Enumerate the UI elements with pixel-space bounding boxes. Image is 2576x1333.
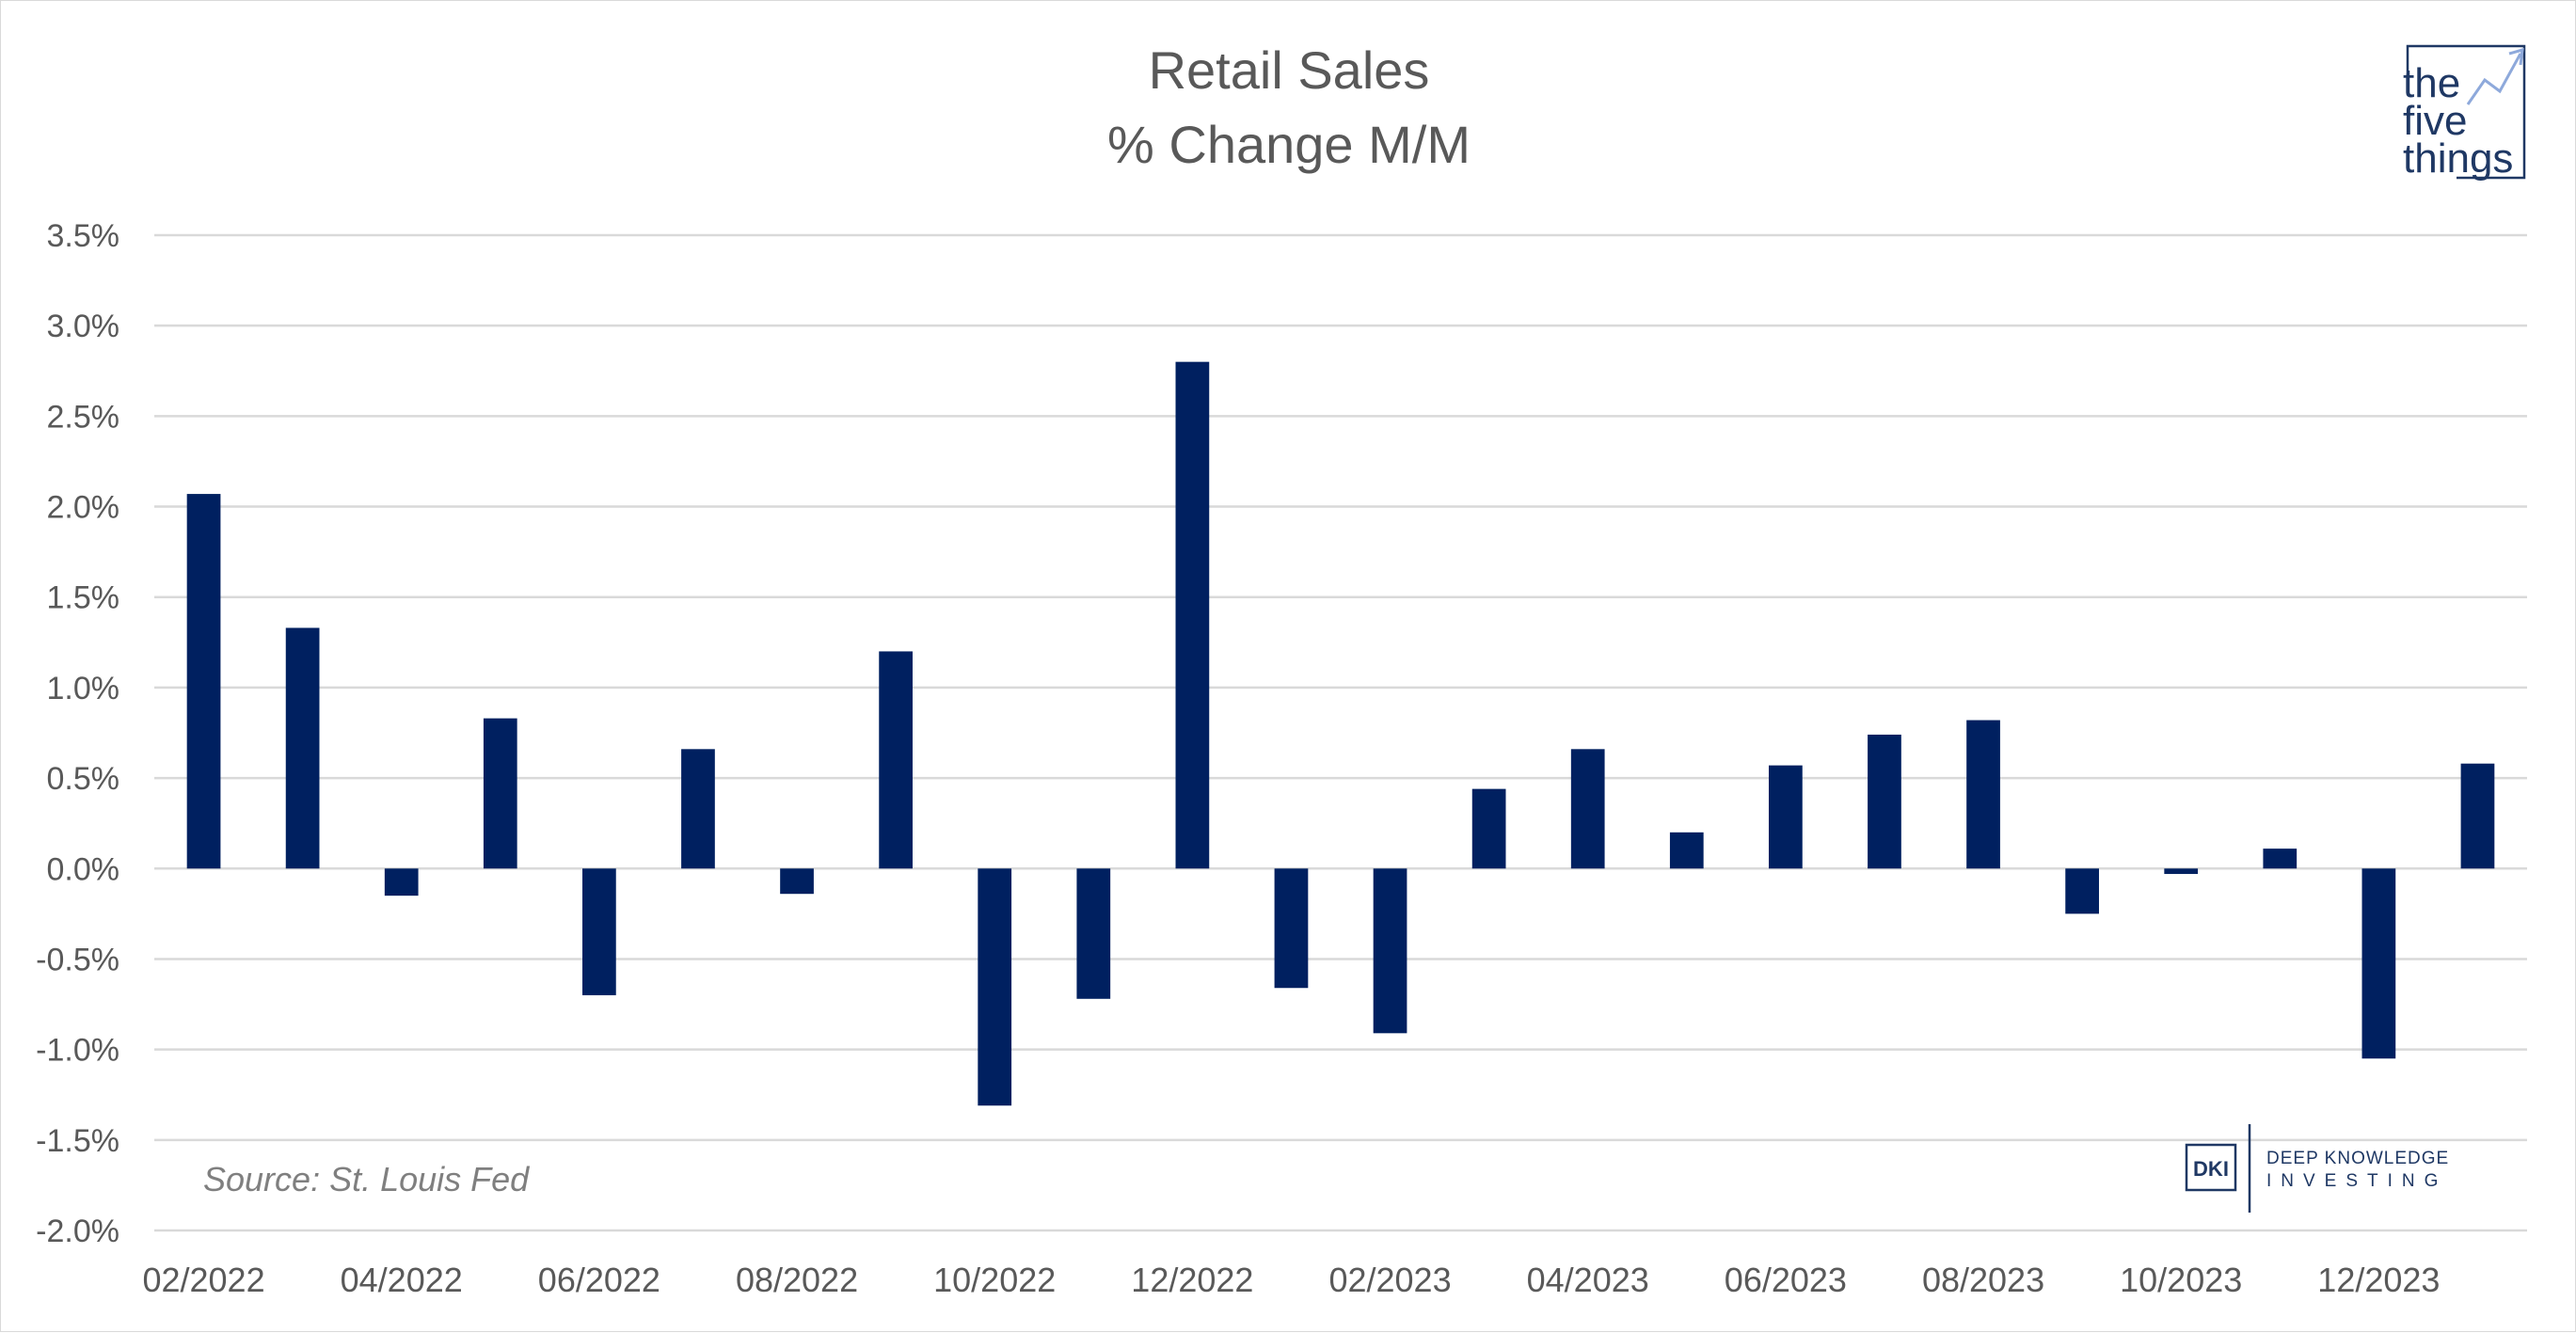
y-tick-label: 0.5% [47, 761, 120, 797]
grid-layer [154, 233, 2527, 1232]
bars-layer [186, 361, 2495, 1106]
y-tick-label: 3.0% [47, 309, 120, 344]
bar-10-2022 [978, 868, 1012, 1106]
logo-arrowhead-icon [2508, 47, 2524, 66]
y-tick-label: -2.0% [36, 1214, 119, 1249]
x-tick-label: 06/2023 [1725, 1261, 1847, 1299]
bar-06-2023 [1769, 765, 1803, 869]
chart-subtitle: % Change M/M [1107, 115, 1471, 174]
x-tick-label: 12/2022 [1131, 1261, 1253, 1299]
x-tick-label: 08/2023 [1922, 1261, 2044, 1299]
bar-02-2022 [186, 494, 221, 869]
bar-11-2022 [1076, 868, 1111, 999]
dki-line2: INVESTING [2266, 1171, 2447, 1191]
bar-07-2023 [1868, 734, 1901, 869]
logo-word-things: things [2403, 135, 2513, 182]
y-tick-label: 0.0% [47, 851, 120, 887]
source-annotation: Source: St. Louis Fed [203, 1160, 530, 1198]
bar-05-2023 [1669, 832, 1704, 869]
bar-05-2022 [483, 718, 517, 869]
logo-word-the: the [2403, 60, 2460, 106]
x-tick-label: 10/2022 [933, 1261, 1056, 1299]
y-tick-label: -1.0% [36, 1033, 119, 1069]
logo-word-five: five [2403, 98, 2467, 144]
x-tick-labels: 02/2022 04/2022 06/2022 08/2022 10/2022 12/20… [142, 1261, 2440, 1299]
dki-line1: DEEP KNOWLEDGE [2266, 1149, 2449, 1168]
bar-11-2023 [2263, 849, 2298, 869]
y-tick-label: 1.5% [47, 580, 120, 616]
dki-mark-text: DKI [2193, 1157, 2229, 1181]
y-tick-label: 2.5% [47, 399, 120, 435]
logo-frame [2406, 44, 2526, 180]
x-tick-label: 04/2023 [1527, 1261, 1649, 1299]
y-tick-label: 1.0% [47, 671, 120, 706]
chart-title: Retail Sales [1149, 40, 1430, 100]
x-tick-label: 02/2023 [1328, 1261, 1451, 1299]
bar-01-2024 [2460, 763, 2495, 869]
x-tick-label: 08/2022 [736, 1261, 858, 1299]
bar-07-2022 [681, 749, 715, 869]
y-tick-labels: 3.5% 3.0% 2.5% 2.0% 1.5% 1.0% 0.5% 0.0% -0.5% -1.… [36, 218, 119, 1249]
bar-10-2023 [2164, 868, 2199, 875]
dki-mark-box [2185, 1143, 2237, 1192]
bar-02-2023 [1373, 868, 1407, 1034]
bar-09-2022 [879, 651, 913, 869]
bar-12-2023 [2361, 868, 2396, 1059]
bar-01-2023 [1274, 868, 1309, 989]
bar-12-2022 [1175, 361, 1210, 869]
y-tick-label: -1.5% [36, 1123, 119, 1159]
logo-trend-icon [2466, 53, 2522, 105]
x-tick-label: 04/2022 [341, 1261, 463, 1299]
bar-03-2023 [1471, 788, 1506, 869]
x-tick-label: 12/2023 [2317, 1261, 2440, 1299]
bar-06-2022 [582, 868, 616, 995]
y-tick-label: 2.0% [47, 490, 120, 526]
x-tick-label: 10/2023 [2120, 1261, 2242, 1299]
bar-03-2022 [285, 627, 320, 869]
bar-08-2023 [1966, 720, 2000, 869]
bar-08-2022 [780, 868, 814, 895]
y-tick-label: -0.5% [36, 942, 119, 977]
y-tick-label: 3.5% [47, 218, 120, 254]
x-tick-label: 02/2022 [142, 1261, 264, 1299]
x-tick-label: 06/2022 [538, 1261, 660, 1299]
bar-09-2023 [2065, 868, 2099, 914]
dki-logo: DKI DEEP KNOWLEDGE INVESTING [2185, 1124, 2449, 1213]
bar-04-2023 [1570, 749, 1605, 869]
five-things-logo: the five things [2403, 44, 2526, 182]
bar-04-2022 [384, 868, 419, 897]
